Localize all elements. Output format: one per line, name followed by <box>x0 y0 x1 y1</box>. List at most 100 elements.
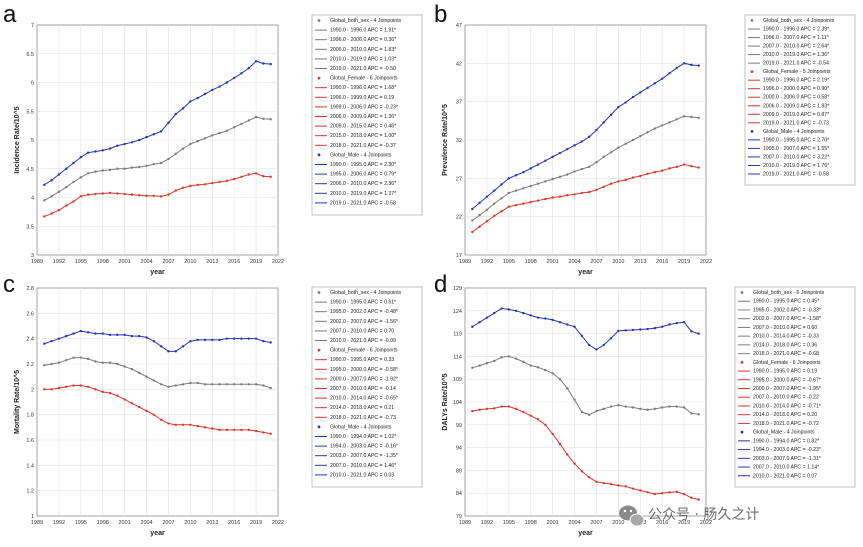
data-point <box>675 405 678 408</box>
x-tick-label: 2022 <box>272 259 284 265</box>
data-point <box>225 179 229 183</box>
y-axis-label: Mortality Rate/10^5 <box>13 370 21 434</box>
legend-entry: Global_both_sex - 4 Joinpoints <box>763 18 835 24</box>
data-point <box>196 96 199 100</box>
data-point <box>624 142 627 146</box>
data-point <box>159 195 163 198</box>
data-point <box>668 323 671 326</box>
data-point <box>203 383 207 386</box>
data-point <box>668 405 671 408</box>
data-point <box>152 162 156 166</box>
x-tick-label: 2022 <box>700 259 712 265</box>
data-point <box>189 142 192 146</box>
series-Global_both_sex <box>43 356 272 390</box>
data-point <box>500 197 503 200</box>
legend-entry: Global_both_sex - 6 Joinpoints <box>753 290 825 296</box>
data-point <box>247 337 250 340</box>
data-point <box>485 208 489 211</box>
series-line <box>44 172 271 217</box>
legend-entry: 1990.0 - 1996.0 APC = 1.68* <box>330 85 396 91</box>
data-point <box>116 192 119 195</box>
data-point <box>57 173 61 176</box>
data-point <box>544 180 547 183</box>
legend-entry: 1990.0 - 1995.0 APC = 0.45* <box>753 299 819 305</box>
data-point <box>50 195 53 198</box>
data-point <box>145 375 148 378</box>
data-point <box>218 85 221 88</box>
data-point <box>211 383 214 386</box>
data-point <box>566 148 569 151</box>
legend: Global_both_sex - 6 Joinpoints 1990.0 - 1… <box>734 286 856 488</box>
legend-entry: 2010.0 - 2021.0 APC = -0.09 <box>330 338 396 344</box>
y-tick-label: 3 <box>31 253 34 259</box>
data-point <box>573 193 576 196</box>
data-point <box>522 187 525 190</box>
data-point <box>72 332 75 335</box>
data-point <box>108 391 112 395</box>
data-point <box>514 357 518 360</box>
legend-entry: 1990.0 - 1994.0 APC = 0.82* <box>753 438 819 444</box>
data-point <box>697 64 700 67</box>
data-point <box>566 387 569 390</box>
data-point <box>203 137 207 140</box>
data-point <box>152 379 156 382</box>
y-tick-label: 129 <box>453 286 462 292</box>
data-point <box>232 337 236 340</box>
data-point <box>631 138 635 142</box>
x-tick-label: 2004 <box>568 259 580 265</box>
data-point <box>50 179 53 182</box>
data-point <box>218 383 221 386</box>
data-point <box>72 180 75 184</box>
data-point <box>624 329 627 332</box>
data-point <box>478 364 481 367</box>
data-point <box>493 407 496 410</box>
data-point <box>602 481 605 485</box>
data-point <box>57 190 61 193</box>
data-point <box>225 129 229 132</box>
data-point <box>653 326 657 330</box>
data-point <box>544 197 547 201</box>
data-point <box>181 147 185 150</box>
data-point <box>587 165 591 169</box>
watermark-text: 公众号 · 肠久之计 <box>648 507 759 523</box>
data-point <box>595 161 598 164</box>
data-point <box>196 424 199 428</box>
legend-entry: 2015.0 - 2018.0 APC = 1.00* <box>330 133 396 139</box>
data-point <box>232 76 236 80</box>
data-point <box>72 161 75 165</box>
data-point <box>660 77 664 80</box>
data-point <box>138 371 141 375</box>
y-tick-label: 89 <box>456 468 462 474</box>
data-point <box>138 334 141 338</box>
data-point <box>79 329 83 333</box>
data-point <box>240 383 243 386</box>
x-tick-label: 2022 <box>700 520 712 526</box>
legend-entry: 1994.0 - 2003.0 APC = -0.23* <box>753 447 821 453</box>
legend-entry: 2019.0 - 2021.0 APC = -0.50 <box>330 66 396 72</box>
legend-entry: 1990.0 - 1995.0 APC = 2.70* <box>763 137 829 143</box>
x-tick-label: 1992 <box>481 259 493 265</box>
series-line <box>472 164 699 233</box>
data-point <box>247 119 250 122</box>
data-point <box>123 333 126 337</box>
data-point <box>225 428 229 432</box>
legend-entry: 2007.0 - 2010.0 APC = 3.22* <box>763 154 829 160</box>
data-point <box>675 321 678 325</box>
data-point <box>86 151 90 154</box>
data-point <box>507 405 511 408</box>
data-point <box>624 405 627 408</box>
data-point <box>269 62 272 66</box>
data-point <box>240 122 243 126</box>
x-tick-label: 2004 <box>140 259 152 265</box>
data-point <box>232 126 236 129</box>
data-point <box>189 381 192 385</box>
data-point <box>507 177 511 180</box>
legend-marker <box>750 129 754 133</box>
data-point <box>262 384 265 387</box>
data-point <box>101 390 104 394</box>
data-point <box>690 330 693 333</box>
data-point <box>145 409 148 413</box>
data-point <box>262 117 265 120</box>
data-point <box>94 332 97 335</box>
data-point <box>159 130 163 133</box>
